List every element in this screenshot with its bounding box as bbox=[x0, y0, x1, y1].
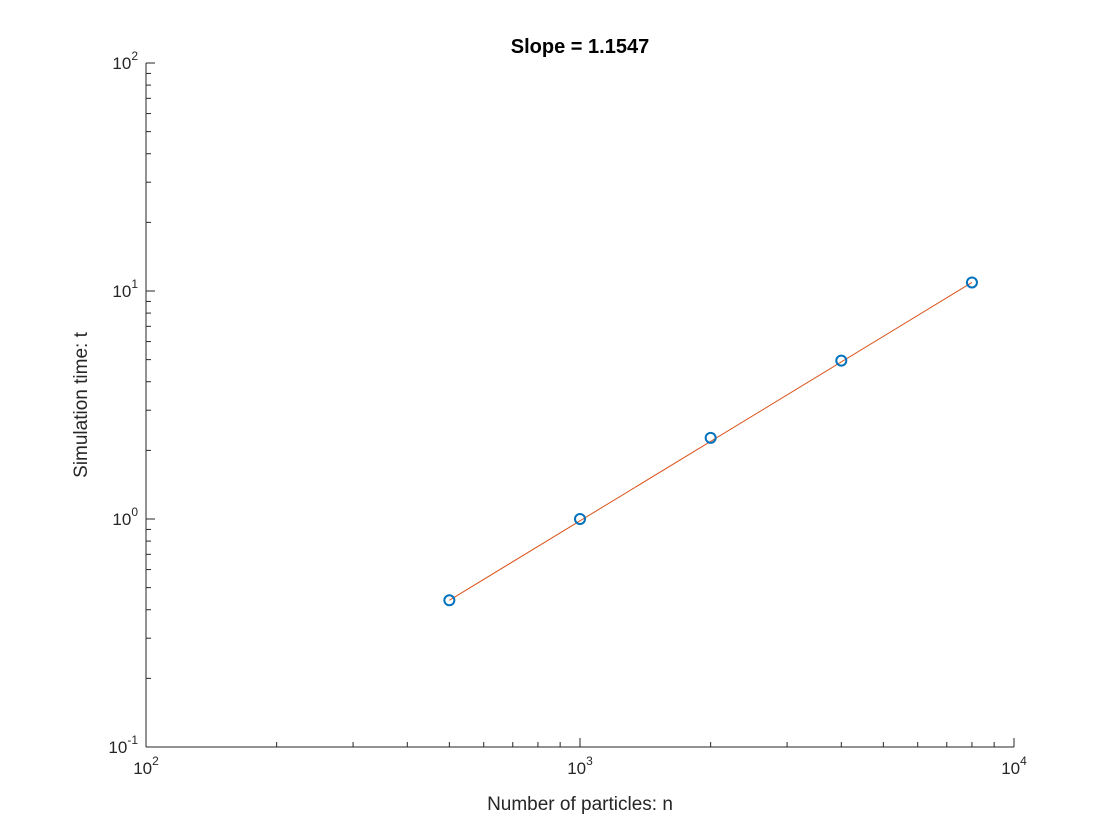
tick-exponent: 3 bbox=[586, 754, 593, 768]
y-tick-label: 10-1 bbox=[108, 733, 138, 757]
data-point bbox=[443, 594, 456, 607]
y-tick-label: 102 bbox=[112, 49, 138, 73]
tick-exponent: 4 bbox=[1020, 754, 1027, 768]
y-tick-label: 100 bbox=[112, 505, 138, 529]
tick-base: 10 bbox=[112, 54, 131, 73]
tick-exponent: 2 bbox=[152, 754, 159, 768]
tick-exponent: -1 bbox=[127, 733, 138, 747]
fit-line bbox=[449, 282, 973, 601]
x-axis-label: Number of particles: n bbox=[487, 794, 673, 815]
major-ticks bbox=[145, 62, 1015, 748]
tick-base: 10 bbox=[133, 759, 152, 778]
x-tick-labels: 102 103 104 bbox=[133, 754, 1027, 778]
minor-ticks bbox=[146, 72, 995, 747]
y-axis-label: Simulation time: t bbox=[71, 331, 92, 477]
tick-base: 10 bbox=[112, 510, 131, 529]
x-tick-label: 102 bbox=[133, 754, 159, 778]
tick-base: 10 bbox=[108, 738, 127, 757]
data-point bbox=[574, 513, 586, 525]
data-point bbox=[704, 431, 717, 444]
tick-base: 10 bbox=[112, 282, 131, 301]
axes-frame bbox=[145, 63, 1014, 748]
x-tick-label: 104 bbox=[1001, 754, 1027, 778]
tick-base: 10 bbox=[567, 759, 586, 778]
x-tick-label: 103 bbox=[567, 754, 593, 778]
tick-exponent: 1 bbox=[131, 277, 138, 291]
data-point bbox=[835, 354, 848, 367]
y-tick-label: 101 bbox=[112, 277, 138, 301]
tick-exponent: 0 bbox=[131, 505, 138, 519]
chart-title: Slope = 1.1547 bbox=[511, 36, 649, 58]
data-point bbox=[965, 276, 978, 289]
tick-exponent: 2 bbox=[131, 49, 138, 63]
series-layer bbox=[443, 276, 978, 607]
tick-base: 10 bbox=[1001, 759, 1020, 778]
